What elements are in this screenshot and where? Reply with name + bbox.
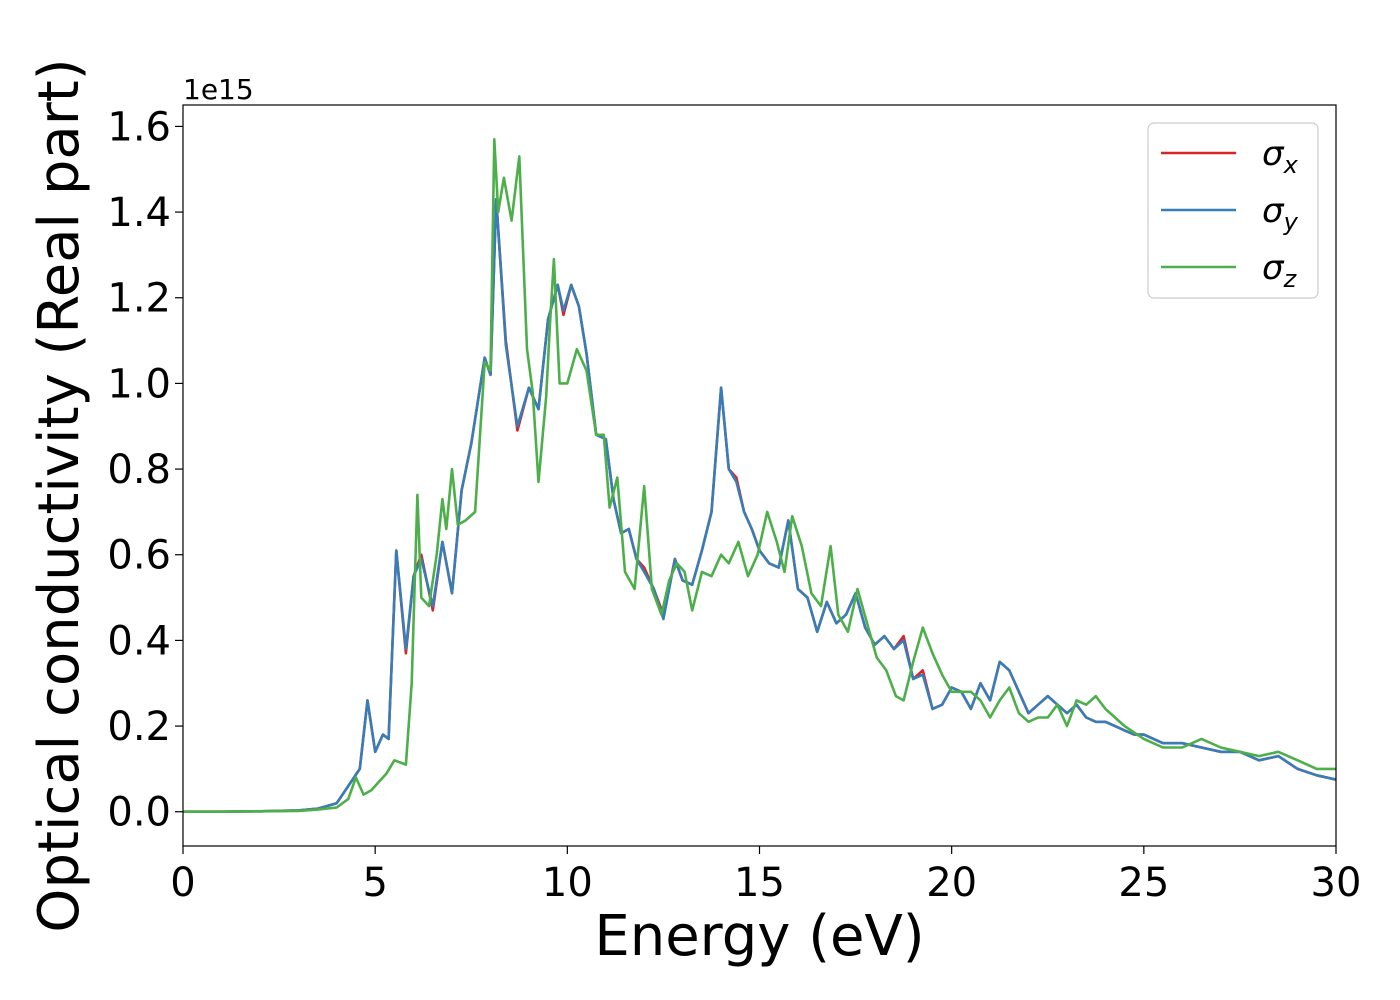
x-tick-label: 15 (734, 860, 785, 906)
x-tick-label: 25 (1118, 860, 1169, 906)
legend-label-z: σz (1262, 248, 1298, 293)
x-tick-label: 0 (170, 860, 195, 906)
y-tick-label: 1.0 (107, 361, 171, 407)
y-axis-ticks: 0.0 0.2 0.4 0.6 0.8 1.0 1.2 1.4 1.6 (107, 104, 183, 836)
legend-label-y: σy (1262, 191, 1299, 236)
y-axis-offset-text: 1e15 (183, 73, 254, 106)
series-layer (183, 138, 1336, 814)
x-axis-title: Energy (eV) (594, 904, 924, 969)
legend: σx σy σz (1147, 122, 1319, 299)
legend-label-x: σx (1262, 134, 1299, 179)
x-axis-ticks: 0 5 10 15 20 25 30 (170, 846, 1361, 906)
y-tick-label: 0.6 (107, 533, 171, 579)
x-tick-label: 30 (1311, 860, 1362, 906)
y-tick-label: 0.0 (107, 790, 171, 836)
y-axis-title: Optical conductivity (Real part) (27, 58, 92, 932)
series-line-z (183, 138, 1336, 814)
y-tick-label: 0.4 (107, 618, 171, 664)
y-tick-label: 1.6 (107, 104, 171, 150)
y-tick-label: 0.2 (107, 704, 171, 750)
x-tick-label: 20 (926, 860, 977, 906)
x-tick-label: 10 (542, 860, 593, 906)
y-tick-label: 1.4 (107, 190, 171, 236)
x-tick-label: 5 (362, 860, 387, 906)
y-tick-label: 1.2 (107, 276, 171, 322)
y-tick-label: 0.8 (107, 447, 171, 493)
